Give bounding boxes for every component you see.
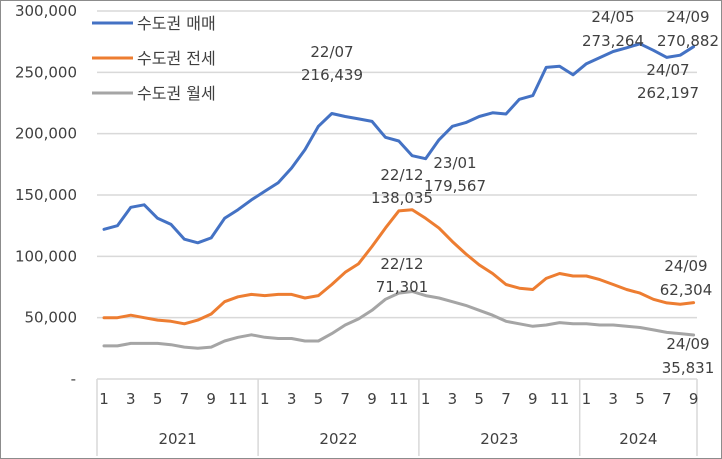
x-month-label: 9	[528, 390, 538, 408]
x-month-label: 11	[228, 390, 247, 408]
x-month-label: 9	[367, 390, 377, 408]
y-tick-label: 150,000	[15, 186, 77, 204]
data-label-period: 24/05	[591, 8, 634, 26]
data-label-value: 138,035	[371, 189, 433, 207]
y-tick-label: 50,000	[25, 309, 78, 327]
x-year-label: 2024	[619, 430, 657, 448]
x-month-label: 9	[689, 390, 699, 408]
data-label-period: 22/12	[380, 166, 423, 184]
x-month-label: 7	[662, 390, 672, 408]
data-label-period: 24/07	[646, 61, 689, 79]
y-tick-label: 300,000	[15, 2, 77, 20]
x-month-label: 7	[180, 390, 190, 408]
x-month-label: 3	[287, 390, 297, 408]
legend-label-sale: 수도권 매매	[137, 14, 216, 33]
series-line-1	[102, 208, 696, 326]
y-tick-label: -	[71, 370, 76, 388]
x-year-label: 2022	[319, 430, 357, 448]
x-month-label: 7	[501, 390, 511, 408]
x-month-label: 11	[389, 390, 408, 408]
x-month-label: 1	[260, 390, 270, 408]
data-label-period: 24/09	[664, 257, 707, 275]
data-label-value: 273,264	[582, 32, 644, 50]
x-month-label: 3	[126, 390, 136, 408]
data-label-period: 24/09	[666, 8, 709, 26]
legend-item-sale[interactable]: 수도권 매매	[92, 14, 216, 33]
x-month-label: 5	[314, 390, 324, 408]
x-year-label: 2023	[480, 430, 518, 448]
y-tick-label: 200,000	[15, 125, 77, 143]
x-month-label: 5	[153, 390, 163, 408]
x-month-label: 3	[608, 390, 618, 408]
x-month-label: 7	[340, 390, 350, 408]
data-label-period: 24/09	[666, 335, 709, 353]
legend-label-jeonse: 수도권 전세	[137, 49, 216, 68]
x-month-label: 1	[99, 390, 109, 408]
y-axis-ticks: - 50,000 100,000 150,000 200,000 250,000 300,0…	[15, 2, 77, 388]
x-year-label: 2021	[158, 430, 196, 448]
legend-item-jeonse[interactable]: 수도권 전세	[92, 49, 216, 68]
data-label-value: 71,301	[376, 278, 429, 296]
legend-item-monthly-rent[interactable]: 수도권 월세	[92, 84, 216, 103]
legend-label-monthly-rent: 수도권 월세	[137, 84, 216, 103]
x-month-label: 5	[474, 390, 484, 408]
gridlines	[97, 10, 697, 319]
x-month-label: 1	[421, 390, 431, 408]
data-label-value: 262,197	[637, 84, 699, 102]
x-month-label: 1	[582, 390, 592, 408]
x-month-label: 9	[206, 390, 216, 408]
data-label-period: 22/12	[380, 255, 423, 273]
series-line-0	[102, 42, 696, 245]
x-month-label: 3	[448, 390, 458, 408]
data-label-value: 62,304	[660, 281, 713, 299]
x-month-label: 11	[550, 390, 569, 408]
data-label-period: 22/07	[310, 43, 353, 61]
series-line-2	[102, 290, 696, 350]
series-lines	[102, 42, 696, 350]
data-labels: 22/07216,43923/01179,56724/05273,26424/0…	[301, 8, 719, 377]
data-label-value: 216,439	[301, 66, 363, 84]
data-label-value: 35,831	[662, 359, 715, 377]
y-tick-label: 250,000	[15, 63, 77, 81]
x-month-label: 5	[635, 390, 645, 408]
legend: 수도권 매매 수도권 전세 수도권 월세	[92, 14, 216, 103]
y-tick-label: 100,000	[15, 247, 77, 265]
data-label-period: 23/01	[433, 154, 476, 172]
data-label-value: 179,567	[424, 177, 486, 195]
data-label-value: 270,882	[657, 32, 719, 50]
